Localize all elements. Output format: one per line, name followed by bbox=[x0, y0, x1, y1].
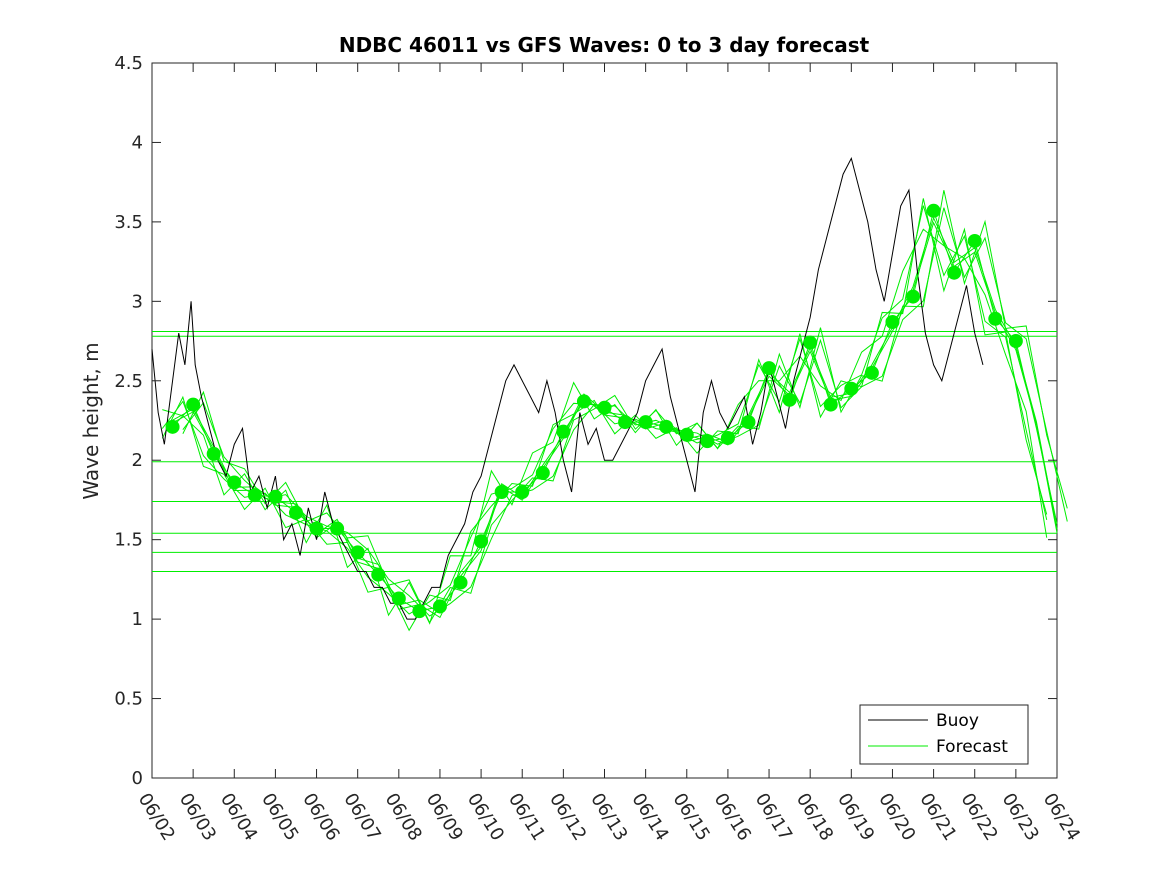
y-tick-label: 4.5 bbox=[114, 53, 143, 74]
y-tick-label: 0.5 bbox=[114, 689, 143, 710]
forecast-marker bbox=[906, 289, 921, 304]
plot-frame bbox=[151, 62, 1058, 779]
y-tick-label: 4 bbox=[132, 132, 143, 153]
forecast-marker bbox=[782, 392, 797, 407]
forecast-ensemble-line bbox=[182, 190, 1068, 624]
forecast-marker bbox=[926, 203, 941, 218]
forecast-marker bbox=[186, 397, 201, 412]
forecast-marker bbox=[700, 434, 715, 449]
legend-forecast-label: Forecast bbox=[936, 737, 1008, 757]
forecast-marker bbox=[864, 365, 879, 380]
forecast-marker bbox=[535, 465, 550, 480]
y-tick-label: 2 bbox=[132, 450, 143, 471]
forecast-marker bbox=[556, 424, 571, 439]
forecast-marker bbox=[576, 394, 591, 409]
forecast-marker bbox=[741, 415, 756, 430]
forecast-marker bbox=[165, 419, 180, 434]
forecast-marker bbox=[597, 400, 612, 415]
forecast-marker bbox=[206, 446, 221, 461]
forecast-marker bbox=[762, 361, 777, 376]
forecast-marker bbox=[247, 488, 262, 503]
forecast-marker bbox=[515, 485, 530, 499]
forecast-marker bbox=[803, 335, 818, 350]
y-tick-label: 3 bbox=[132, 291, 143, 312]
forecast-marker bbox=[330, 521, 345, 536]
forecast-marker bbox=[844, 381, 859, 396]
chart-title: NDBC 46011 vs GFS Waves: 0 to 3 day fore… bbox=[339, 33, 870, 57]
forecast-markers bbox=[165, 203, 1023, 619]
legend-buoy-label: Buoy bbox=[936, 711, 979, 731]
forecast-marker bbox=[988, 311, 1003, 326]
forecast-marker bbox=[967, 233, 982, 248]
y-tick-label: 0 bbox=[132, 768, 143, 789]
forecast-marker bbox=[288, 505, 303, 520]
forecast-marker bbox=[823, 397, 838, 412]
y-tick-label: 3.5 bbox=[114, 212, 143, 233]
forecast-marker bbox=[453, 575, 468, 590]
forecast-marker bbox=[885, 314, 900, 329]
forecast-marker bbox=[679, 427, 694, 442]
forecast-marker bbox=[494, 485, 509, 499]
forecast-marker bbox=[371, 567, 386, 582]
forecast-marker bbox=[659, 419, 674, 434]
forecast-marker bbox=[268, 489, 283, 504]
forecast-marker bbox=[391, 591, 406, 606]
forecast-reference-lines bbox=[152, 331, 1057, 572]
forecast-marker bbox=[432, 599, 447, 614]
y-tick-label: 2.5 bbox=[114, 371, 143, 392]
forecast-marker bbox=[947, 265, 962, 280]
y-tick-label: 1 bbox=[132, 609, 143, 630]
forecast-marker bbox=[474, 534, 489, 549]
forecast-marker bbox=[638, 415, 653, 430]
forecast-marker bbox=[720, 430, 735, 445]
plot-area bbox=[151, 62, 1058, 779]
legend: Buoy Forecast bbox=[859, 704, 1029, 765]
y-axis: 0 0.5 1 1.5 2 2.5 3 3.5 4 4.5 bbox=[114, 53, 1057, 789]
forecast-marker bbox=[412, 604, 427, 619]
forecast-marker bbox=[309, 521, 324, 536]
legend-box bbox=[859, 704, 1029, 765]
forecast-marker bbox=[350, 545, 365, 560]
y-axis-label: Wave height, m bbox=[79, 342, 103, 499]
y-tick-label: 1.5 bbox=[114, 530, 143, 551]
forecast-marker bbox=[618, 415, 633, 430]
forecast-marker bbox=[227, 475, 242, 490]
forecast-marker bbox=[1008, 334, 1023, 349]
